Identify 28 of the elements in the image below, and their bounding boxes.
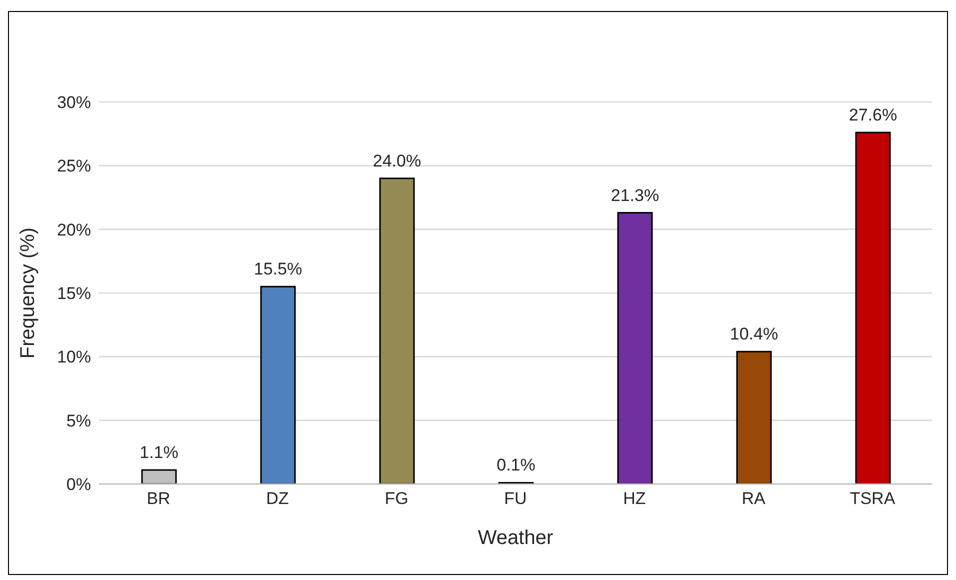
y-axis-title: Frequency (%) bbox=[17, 227, 40, 359]
bar bbox=[260, 286, 296, 484]
y-tick-label: 10% bbox=[56, 348, 91, 367]
y-tick-label: 5% bbox=[66, 411, 91, 430]
data-label: 15.5% bbox=[254, 260, 302, 279]
bar bbox=[379, 178, 415, 484]
y-tick-label: 25% bbox=[56, 156, 91, 176]
x-tick-label: FU bbox=[504, 489, 527, 508]
x-tick-label: RA bbox=[742, 489, 766, 508]
x-tick-label: TSRA bbox=[850, 489, 896, 508]
bar bbox=[617, 212, 653, 484]
y-tick-label: 20% bbox=[56, 220, 91, 240]
data-label: 10.4% bbox=[730, 324, 778, 344]
x-tick-label: FG bbox=[384, 489, 408, 508]
y-tick-label: 0% bbox=[66, 475, 91, 494]
x-tick-label: DZ bbox=[266, 489, 289, 508]
y-tick-label: 30% bbox=[56, 93, 91, 112]
y-tick-label: 15% bbox=[56, 284, 91, 304]
x-tick-label: HZ bbox=[623, 489, 646, 508]
data-label: 21.3% bbox=[610, 186, 660, 205]
bar bbox=[736, 350, 772, 484]
data-label: 1.1% bbox=[140, 442, 178, 462]
data-label: 24.0% bbox=[372, 151, 422, 170]
x-axis-title: Weather bbox=[478, 527, 554, 549]
data-label: 27.6% bbox=[848, 106, 898, 125]
x-tick-label: BR bbox=[146, 489, 170, 508]
bar bbox=[855, 132, 891, 484]
data-label: 0.1% bbox=[496, 456, 536, 475]
